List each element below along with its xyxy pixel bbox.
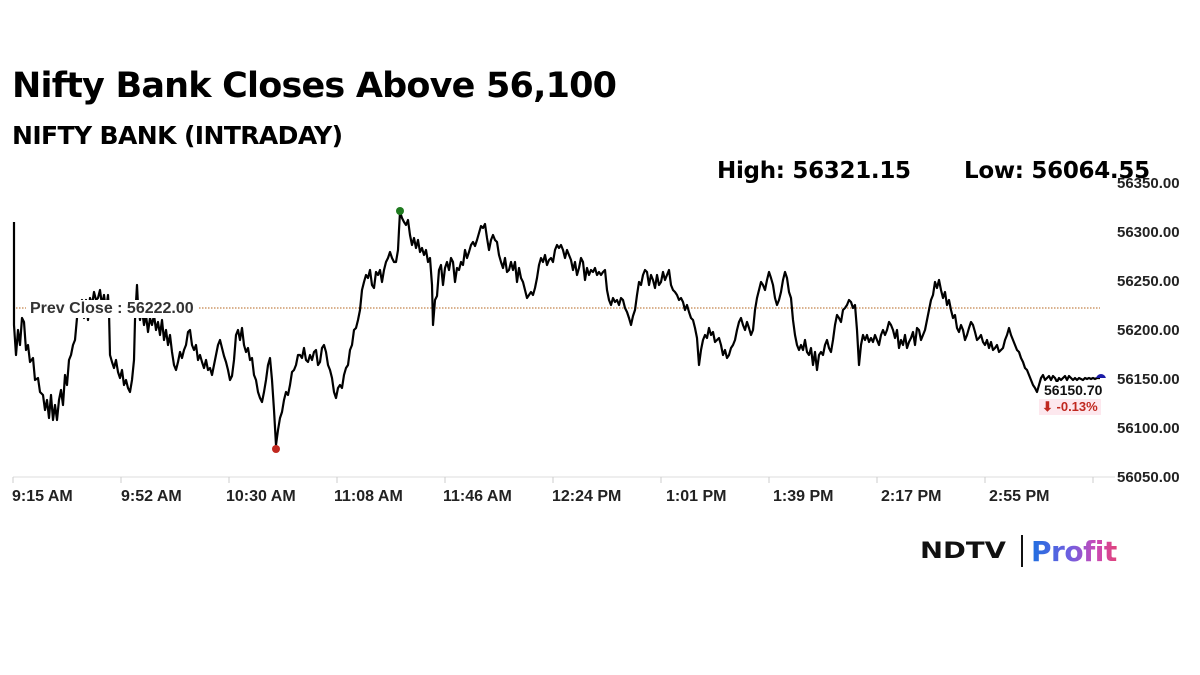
ndtv-profit-logo: NDTV Profit (920, 533, 1117, 569)
change-percent-badge: ⬇ -0.13% (1039, 399, 1101, 415)
y-tick: 56200.00 (1117, 322, 1180, 339)
chart-subtitle: NIFTY BANK (INTRADAY) (12, 121, 343, 150)
y-tick: 56150.00 (1117, 371, 1180, 388)
y-tick: 56100.00 (1117, 420, 1180, 437)
logo-divider (1021, 535, 1023, 567)
profit-wordmark: Profit (1031, 534, 1117, 568)
x-tick: 11:46 AM (443, 488, 512, 505)
low-marker (272, 445, 280, 453)
x-tick: 9:15 AM (12, 488, 73, 505)
x-tick: 12:24 PM (552, 488, 621, 505)
y-tick: 56050.00 (1117, 469, 1180, 486)
y-tick: 56300.00 (1117, 224, 1180, 241)
prev-close-label: Prev Close : 56222.00 (26, 300, 198, 318)
x-axis: 9:15 AM 9:52 AM 10:30 AM 11:08 AM 11:46 … (12, 476, 1115, 505)
high-marker (396, 207, 404, 215)
x-tick: 2:17 PM (881, 488, 941, 505)
y-axis: 56350.00 56300.00 56250.00 56200.00 5615… (1117, 175, 1180, 486)
x-tick: 2:55 PM (989, 488, 1049, 505)
high-value-label: High: 56321.15 (717, 158, 911, 184)
price-line (12, 210, 1100, 447)
x-tick: 1:39 PM (773, 488, 833, 505)
ndtv-wordmark: NDTV (920, 538, 1006, 564)
page-title: Nifty Bank Closes Above 56,100 (12, 66, 617, 106)
x-tick: 10:30 AM (226, 488, 296, 505)
last-marker (1096, 374, 1106, 378)
x-tick: 9:52 AM (121, 488, 182, 505)
low-value-label: Low: 56064.55 (964, 158, 1150, 184)
y-tick: 56350.00 (1117, 175, 1180, 192)
y-tick: 56250.00 (1117, 273, 1180, 290)
x-tick: 1:01 PM (666, 488, 726, 505)
x-tick: 11:08 AM (334, 488, 403, 505)
last-value-label: 56150.70 (1043, 382, 1104, 398)
